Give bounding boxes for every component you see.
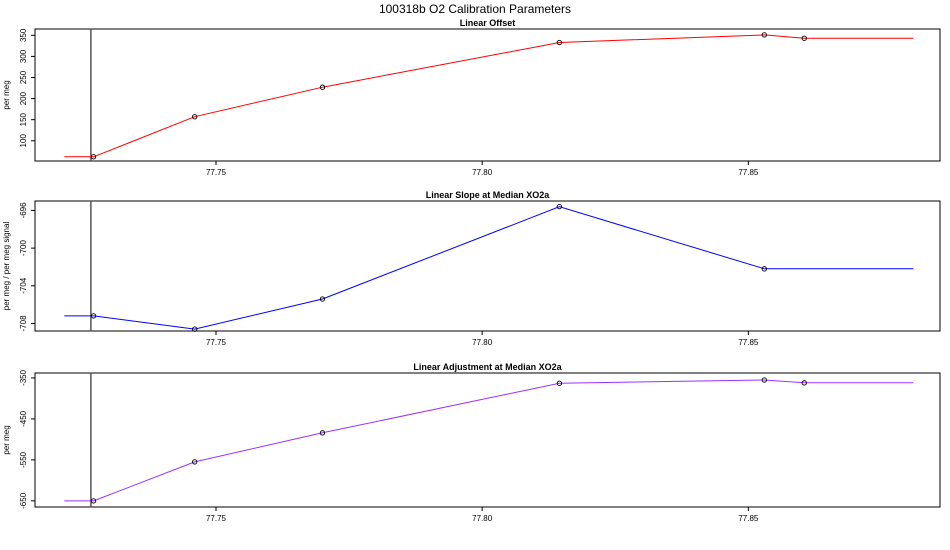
y-tick-label: -350 (19, 369, 28, 386)
panel-1: Linear Offset per meg 77.75 77.80 77.85 100 15… (2, 18, 941, 177)
panel-title: Linear Adjustment at Median XO2a (413, 362, 562, 372)
y-axis-label: per meg (2, 80, 11, 109)
x-tick-label: 77.80 (472, 168, 493, 177)
x-tick-label: 77.80 (472, 338, 493, 347)
y-tick-label: -700 (19, 240, 28, 257)
y-tick-label: 300 (19, 49, 28, 63)
data-point (801, 35, 807, 41)
y-tick-label: 350 (19, 28, 28, 42)
y-tick-label: 150 (19, 112, 28, 126)
data-point (319, 84, 326, 90)
data-point (761, 377, 767, 383)
data-point (192, 459, 198, 465)
data-point (90, 313, 97, 319)
data-point (319, 296, 326, 302)
panel-title: Linear Slope at Median XO2a (426, 190, 551, 200)
y-axis-label: per meg (2, 425, 11, 454)
data-point (90, 498, 97, 504)
x-tick-label: 77.80 (472, 514, 493, 523)
x-tick-label: 77.85 (738, 168, 759, 177)
data-point (192, 326, 198, 332)
panel-title: Linear Offset (460, 18, 516, 28)
x-tick-label: 77.75 (206, 168, 227, 177)
y-tick-label: -696 (19, 202, 28, 219)
y-tick-label: -650 (19, 492, 28, 509)
series-line (64, 206, 914, 330)
y-tick-label: 200 (19, 91, 28, 105)
x-tick-label: 77.85 (738, 338, 759, 347)
x-tick-label: 77.75 (206, 514, 227, 523)
main-title: 100318b O2 Calibration Parameters (379, 2, 571, 16)
series-line (64, 379, 914, 502)
y-tick-label: -450 (19, 410, 28, 427)
x-tick-label: 77.85 (738, 514, 759, 523)
data-point (192, 114, 198, 120)
series-line (64, 34, 914, 158)
panel-2: Linear Slope at Median XO2a per meg / per… (2, 190, 941, 347)
data-point (319, 430, 326, 436)
data-point (761, 266, 767, 272)
data-point (556, 204, 563, 210)
plot-frame (34, 372, 941, 508)
x-tick-label: 77.75 (206, 338, 227, 347)
y-tick-label: -550 (19, 451, 28, 468)
data-point (556, 39, 563, 46)
y-tick-label: 250 (19, 70, 28, 84)
data-point (761, 32, 767, 38)
y-tick-label: -708 (19, 315, 28, 332)
data-point (90, 154, 97, 160)
y-tick-label: -704 (19, 277, 28, 294)
y-tick-label: 100 (19, 134, 28, 148)
plot-frame (34, 28, 941, 162)
data-point (556, 380, 563, 386)
y-axis-label: per meg / per meg signal (2, 222, 11, 311)
panel-3: Linear Adjustment at Median XO2a per meg 7… (2, 362, 941, 523)
data-point (801, 380, 807, 386)
plot-frame (34, 200, 941, 332)
